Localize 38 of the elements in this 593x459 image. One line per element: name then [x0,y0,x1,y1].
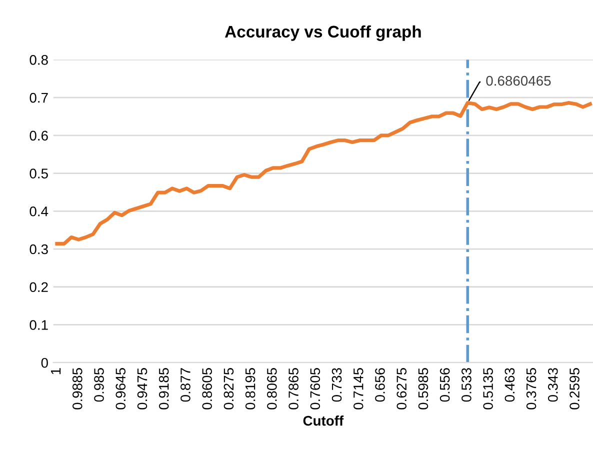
y-tick-label: 0.3 [30,244,48,254]
x-tick-label: 0.7605 [310,368,320,410]
line-series [55,101,592,246]
x-tick-label: 1 [51,368,61,374]
chart-title: Accuracy vs Cuoff graph [224,25,421,41]
x-tick-label: 0.5135 [483,368,493,410]
x-tick-label: 0.556 [440,368,450,402]
y-tick-label: 0.1 [30,320,48,330]
x-tick-label: 0.877 [180,368,190,402]
x-tick-label: 0.463 [504,368,515,402]
x-tick-label: 0.6275 [396,368,407,410]
y-tick-label: 0.6 [30,130,48,141]
y-tick-label: 0.8 [30,55,48,65]
x-tick-label: 0.343 [548,368,558,402]
x-tick-label: 0.8195 [245,368,256,410]
x-axis-title: Cutoff [303,416,344,426]
x-tick-label: 0.533 [462,368,472,402]
y-tick-label: 0.2 [30,282,48,292]
x-tick-label: 0.985 [94,368,104,402]
y-tick-label: 0.4 [30,206,48,216]
x-tick-label: 0.656 [375,368,385,402]
y-tick-label: 0.7 [30,92,48,103]
x-tick-label: 0.733 [332,368,342,402]
annotation: 0.6860465 [486,76,551,86]
x-tick-label: 0.9185 [158,368,169,410]
x-tick-label: 0.8275 [224,368,234,410]
x-tick-label: 0.3765 [526,368,536,410]
x-tick-label: 0.2595 [570,368,580,410]
y-tick-label: 0.5 [30,168,48,178]
x-tick-label: 0.7145 [353,368,364,410]
x-tick-label: 0.8605 [202,368,212,410]
x-tick-label: 0.8065 [267,368,277,410]
x-tick-label: 0.9475 [137,368,148,410]
x-tick-label: 0.9645 [116,368,126,410]
x-tick-label: 0.5985 [418,368,428,410]
x-tick-label: 0.9885 [72,368,82,410]
x-tick-label: 0.7865 [288,368,298,410]
y-tick-label: 0 [41,358,48,368]
